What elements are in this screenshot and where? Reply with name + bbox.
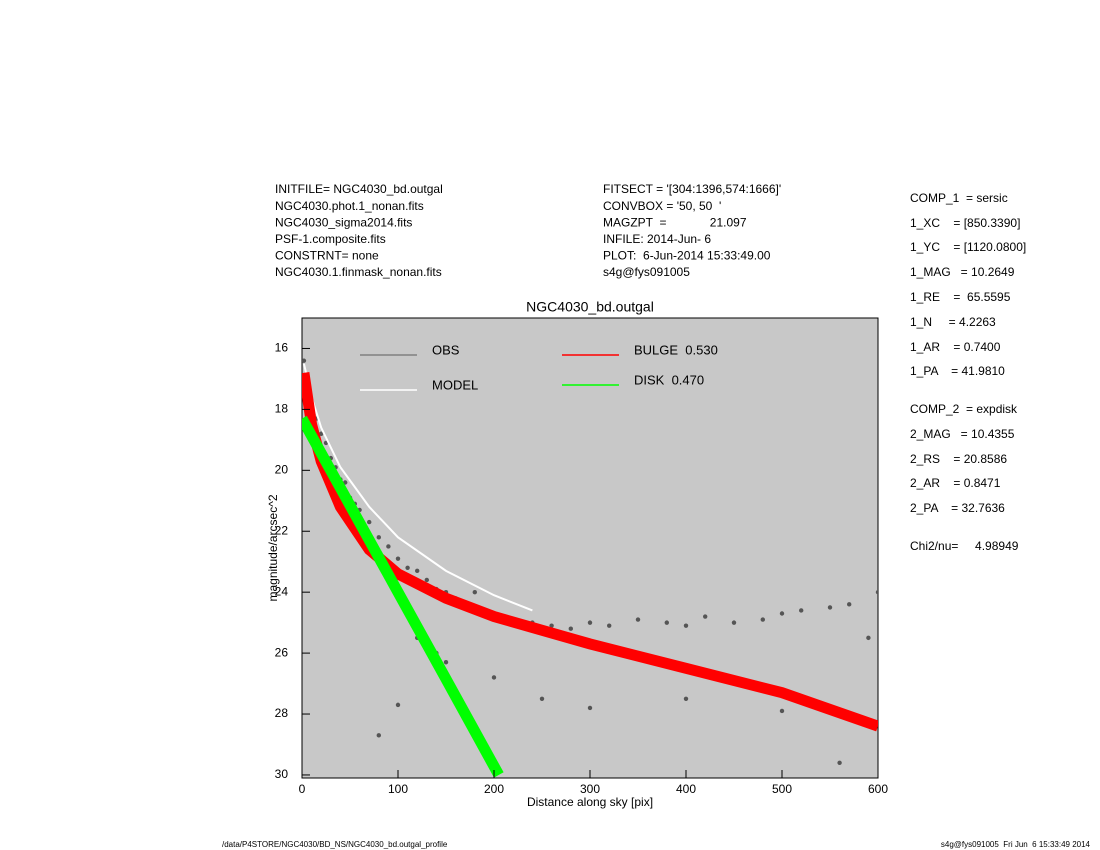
header-middle-line: INFILE: 2014-Jun- 6 <box>603 232 711 246</box>
obs-point <box>568 626 573 631</box>
legend-label: DISK 0.470 <box>634 372 704 387</box>
x-axis-label: Distance along sky [pix] <box>527 795 653 809</box>
header-middle-line: PLOT: 6-Jun-2014 15:33:49.00 <box>603 249 771 263</box>
obs-point <box>319 431 324 436</box>
header-left-line: PSF-1.composite.fits <box>275 232 386 246</box>
obs-point <box>376 733 381 738</box>
obs-point <box>875 589 878 595</box>
header-middle-line: FITSECT = '[304:1396,574:1666]' <box>603 182 781 196</box>
header-left-line: NGC4030.1.finmask_nonan.fits <box>275 265 442 279</box>
x-tick-label: 300 <box>580 782 600 796</box>
x-tick-label: 400 <box>676 782 696 796</box>
header-left-line: INITFILE= NGC4030_bd.outgal <box>275 182 443 196</box>
header-middle-line: s4g@fys091005 <box>603 265 690 279</box>
fit-parameter: 1_AR = 0.7400 <box>910 340 1001 354</box>
fit-parameter: COMP_2 = expdisk <box>910 402 1018 416</box>
obs-point <box>847 602 852 607</box>
y-tick-label: 26 <box>275 645 289 659</box>
y-tick-label: 18 <box>275 402 289 416</box>
fit-parameter: 1_XC = [850.3390] <box>910 216 1020 230</box>
obs-point <box>376 535 381 540</box>
obs-point <box>386 544 391 549</box>
x-tick-label: 0 <box>299 782 306 796</box>
obs-point <box>587 705 593 711</box>
fit-parameter: 1_PA = 41.9810 <box>910 364 1005 378</box>
obs-point <box>683 696 689 701</box>
obs-point <box>367 519 372 525</box>
model-line <box>302 363 533 612</box>
y-axis-label: magnitude/arcsec^2 <box>266 494 280 601</box>
obs-point <box>837 760 842 765</box>
fit-parameter: COMP_1 = sersic <box>910 191 1008 205</box>
x-tick-label: 200 <box>484 782 504 796</box>
obs-point <box>549 623 554 628</box>
obs-point <box>395 702 401 708</box>
obs-point <box>424 577 429 583</box>
plot-area <box>301 317 879 779</box>
obs-point <box>472 589 477 595</box>
footer-left: /data/P4STORE/NGC4030/BD_NS/NGC4030_bd.o… <box>222 840 448 849</box>
fit-parameter: 2_MAG = 10.4355 <box>910 427 1015 441</box>
obs-point <box>443 660 449 665</box>
y-tick-label: 16 <box>275 341 289 355</box>
obs-point <box>302 358 307 363</box>
obs-point <box>405 565 410 571</box>
y-tick-label: 22 <box>275 523 289 537</box>
obs-point <box>491 675 497 680</box>
obs-point <box>587 620 593 625</box>
obs-point <box>607 623 612 628</box>
obs-point <box>731 620 737 625</box>
fit-parameter: Chi2/nu= 4.98949 <box>910 539 1019 553</box>
header-left-line: NGC4030_sigma2014.fits <box>275 215 412 229</box>
x-tick-label: 100 <box>388 782 408 796</box>
obs-point <box>827 605 833 610</box>
header-middle-line: MAGZPT = 21.097 <box>603 215 747 229</box>
y-tick-label: 24 <box>275 584 289 598</box>
fit-parameter: 1_MAG = 10.2649 <box>910 265 1015 279</box>
fit-parameter: 1_RE = 65.5595 <box>910 290 1011 304</box>
fit-parameter: 1_N = 4.2263 <box>910 315 996 329</box>
obs-point <box>664 620 669 625</box>
header-left-line: CONSTRNT= none <box>275 249 379 263</box>
obs-point <box>779 708 785 714</box>
chart-title: NGC4030_bd.outgal <box>526 299 654 315</box>
x-tick-label: 500 <box>772 782 792 796</box>
obs-point <box>395 556 401 561</box>
fit-parameter: 1_YC = [1120.0800] <box>910 240 1026 254</box>
y-tick-label: 28 <box>275 706 289 720</box>
header-left-line: NGC4030.phot.1_nonan.fits <box>275 199 424 213</box>
obs-point <box>779 611 785 616</box>
footer-right: s4g@fys091005 Fri Jun 6 15:33:49 2014 <box>941 840 1091 849</box>
model-line <box>302 415 504 778</box>
obs-point <box>415 568 420 574</box>
fit-parameter: 2_AR = 0.8471 <box>910 476 1001 490</box>
obs-point <box>760 617 765 622</box>
y-tick-label: 30 <box>275 767 289 781</box>
legend-label: OBS <box>432 342 460 357</box>
fit-parameter: 2_RS = 20.8586 <box>910 452 1007 466</box>
obs-point <box>539 696 545 701</box>
obs-point <box>635 617 641 622</box>
obs-point <box>799 608 804 613</box>
obs-point <box>683 623 689 628</box>
plot-marks <box>302 358 878 778</box>
legend-label: MODEL <box>432 377 478 392</box>
header-middle-line: CONVBOX = '50, 50 ' <box>603 199 721 213</box>
x-tick-label: 600 <box>868 782 888 796</box>
legend-label: BULGE 0.530 <box>634 342 718 357</box>
obs-point <box>703 614 708 619</box>
fit-parameter: 2_PA = 32.7636 <box>910 501 1005 515</box>
obs-point <box>866 635 871 641</box>
y-tick-label: 20 <box>275 462 289 476</box>
